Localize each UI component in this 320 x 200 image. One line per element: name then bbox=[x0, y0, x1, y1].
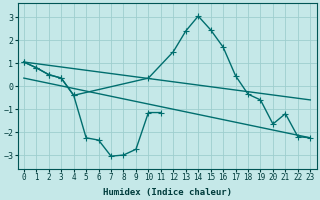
X-axis label: Humidex (Indice chaleur): Humidex (Indice chaleur) bbox=[103, 188, 232, 197]
